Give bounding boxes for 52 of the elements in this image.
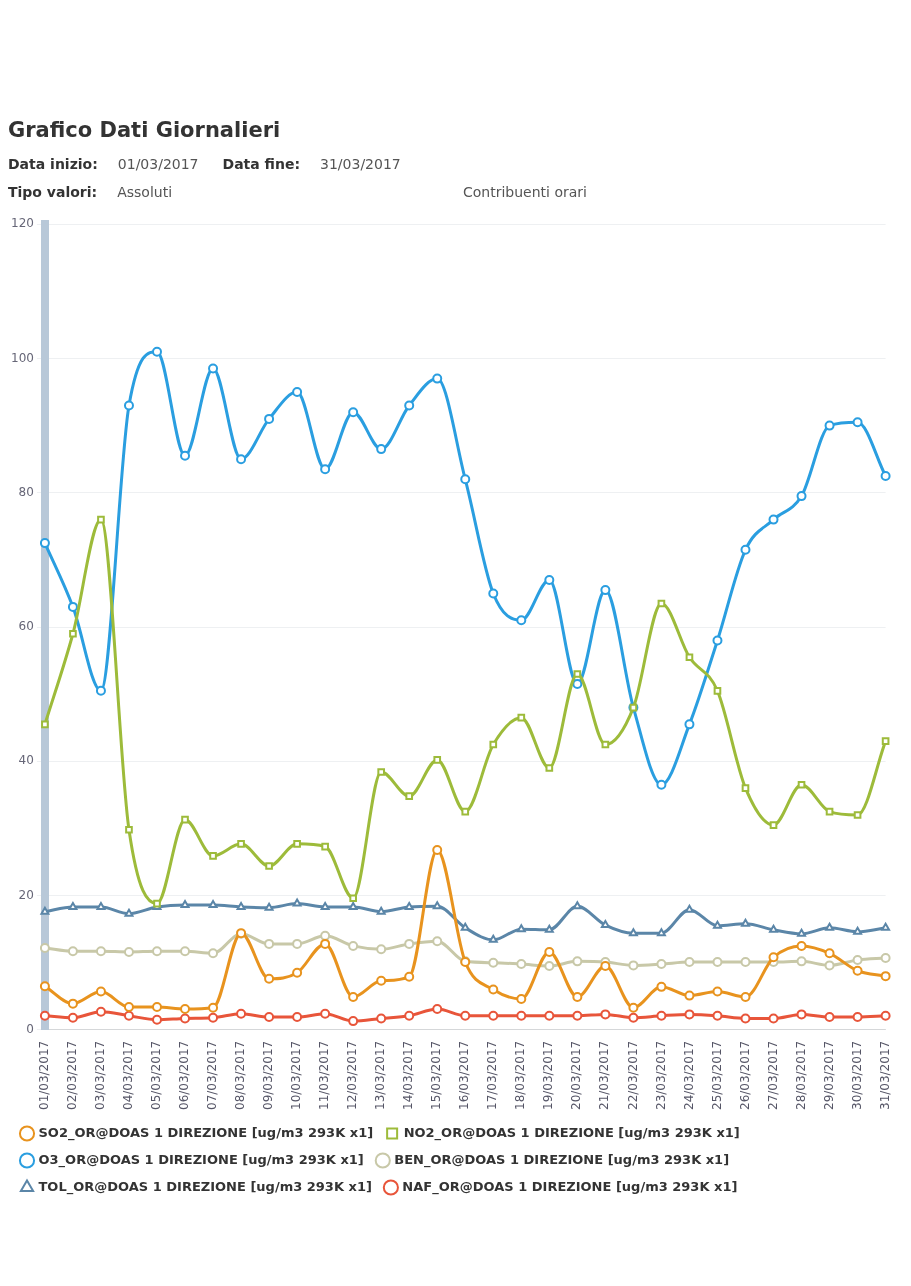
x-tick-label: 11/03/2017 [317,1040,332,1111]
x-tick-label: 03/03/2017 [93,1040,108,1111]
x-tick-label: 26/03/2017 [737,1040,752,1111]
legend-label: NAF_OR@DOAS 1 DIREZIONE [ug/m3 293K x1] [402,1178,738,1195]
legend-label: TOL_OR@DOAS 1 DIREZIONE [ug/m3 293K x1] [38,1178,372,1195]
text: 01/03/2017 [117,156,199,172]
x-tick-label: 16/03/2017 [457,1040,472,1111]
x-tick-label: 21/03/2017 [597,1040,612,1111]
x-tick-label: 05/03/2017 [149,1040,164,1111]
y-tick-label: 40 [18,753,34,768]
text: Tipo valori: [8,184,98,200]
x-tick-label: 13/03/2017 [373,1040,388,1111]
x-tick-label: 10/03/2017 [289,1040,304,1111]
legend-label: BEN_OR@DOAS 1 DIREZIONE [ug/m3 293K x1] [394,1151,730,1168]
x-tick-label: 28/03/2017 [793,1040,808,1111]
text: 31/03/2017 [320,156,401,172]
x-tick-label: 04/03/2017 [121,1040,136,1111]
x-tick-label: 15/03/2017 [429,1040,444,1111]
x-tick-label: 22/03/2017 [625,1040,640,1111]
x-tick-label: 12/03/2017 [345,1040,360,1111]
y-tick-label: 0 [26,1021,34,1036]
x-tick-label: 06/03/2017 [177,1040,192,1111]
y-tick-label: 120 [11,216,34,231]
legend-label: O3_OR@DOAS 1 DIREZIONE [ug/m3 293K x1] [38,1151,364,1168]
x-tick-label: 09/03/2017 [261,1040,276,1111]
x-tick-label: 24/03/2017 [681,1040,696,1111]
x-tick-label: 25/03/2017 [709,1040,724,1111]
text: Contribuenti orari [463,184,587,200]
y-tick-label: 60 [18,619,34,634]
legend-label: NO2_OR@DOAS 1 DIREZIONE [ug/m3 293K x1] [403,1124,740,1141]
text: Data inizio: [8,156,98,172]
x-tick-label: 31/03/2017 [877,1040,892,1111]
chart-title: Grafico Dati Giornalieri [8,118,282,142]
x-tick-label: 23/03/2017 [653,1040,668,1111]
x-tick-label: 02/03/2017 [65,1040,80,1111]
x-tick-label: 27/03/2017 [765,1040,780,1111]
x-tick-label: 20/03/2017 [569,1040,584,1111]
y-tick-label: 20 [18,887,34,902]
x-tick-label: 08/03/2017 [233,1040,248,1111]
text: Data fine: [222,156,301,172]
x-tick-label: 30/03/2017 [849,1040,864,1111]
x-tick-label: 07/03/2017 [205,1040,220,1111]
x-tick-label: 14/03/2017 [401,1040,416,1111]
x-tick-label: 19/03/2017 [541,1040,556,1111]
y-tick-label: 80 [18,484,34,499]
x-tick-label: 17/03/2017 [485,1040,500,1111]
legend-label: SO2_OR@DOAS 1 DIREZIONE [ug/m3 293K x1] [38,1124,374,1141]
y-tick-label: 100 [11,350,34,365]
text: Assoluti [117,184,173,200]
x-tick-label: 01/03/2017 [37,1040,52,1111]
x-tick-label: 18/03/2017 [513,1040,528,1111]
x-tick-label: 29/03/2017 [821,1040,836,1111]
